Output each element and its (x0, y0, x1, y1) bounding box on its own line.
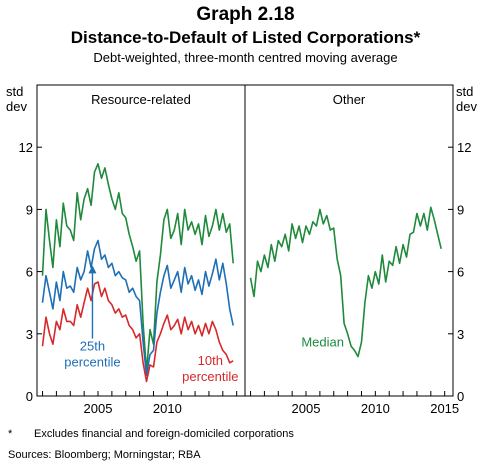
y-tick-label-right: 12 (457, 140, 471, 155)
y-axis-unit-left: std (6, 84, 23, 99)
annotation-arrow-head (88, 265, 97, 274)
y-axis-unit-right: dev (456, 99, 477, 114)
annotation-label: 25th (80, 339, 105, 354)
annotation-label: percentile (182, 369, 238, 384)
series-line-10th-percentile (41, 281, 234, 383)
footnote: * Excludes financial and foreign-domicile… (8, 428, 294, 440)
x-tick-label: 2010 (153, 401, 182, 416)
annotation-label: Median (301, 334, 344, 349)
x-tick-label: 2005 (292, 401, 321, 416)
panel-title: Resource-related (91, 92, 191, 107)
series-line-25th-percentile (41, 239, 234, 377)
y-tick-label-right: 0 (457, 389, 464, 404)
y-tick-label-left: 3 (26, 327, 33, 342)
y-tick-label-right: 9 (457, 202, 464, 217)
y-axis-unit-right: std (456, 84, 473, 99)
y-tick-label-right: 3 (457, 327, 464, 342)
y-tick-label-left: 6 (26, 265, 33, 280)
footnote-text: Excludes financial and foreign-domiciled… (34, 428, 294, 440)
series-line-median (249, 206, 442, 358)
footnote-marker: * (8, 428, 13, 440)
x-tick-label: 2005 (84, 401, 113, 416)
annotation-label: percentile (64, 355, 120, 370)
y-tick-label-left: 12 (19, 140, 33, 155)
y-tick-label-left: 9 (26, 202, 33, 217)
graph-number: Graph 2.18 (196, 4, 295, 25)
x-tick-label: 2010 (361, 401, 390, 416)
series-line-panel0-0 (41, 163, 234, 372)
chart-subtitle: Debt-weighted, three-month centred movin… (93, 50, 398, 65)
y-axis-unit-left: dev (6, 99, 27, 114)
sources: Sources: Bloomberg; Morningstar; RBA (8, 449, 201, 461)
chart-title: Distance-to-Default of Listed Corporatio… (70, 28, 421, 47)
x-tick-label: 2015 (430, 401, 459, 416)
y-tick-label-left: 0 (26, 389, 33, 404)
panel-title: Other (333, 92, 366, 107)
annotation-label: 10th (198, 353, 223, 368)
y-tick-label-right: 6 (457, 265, 464, 280)
